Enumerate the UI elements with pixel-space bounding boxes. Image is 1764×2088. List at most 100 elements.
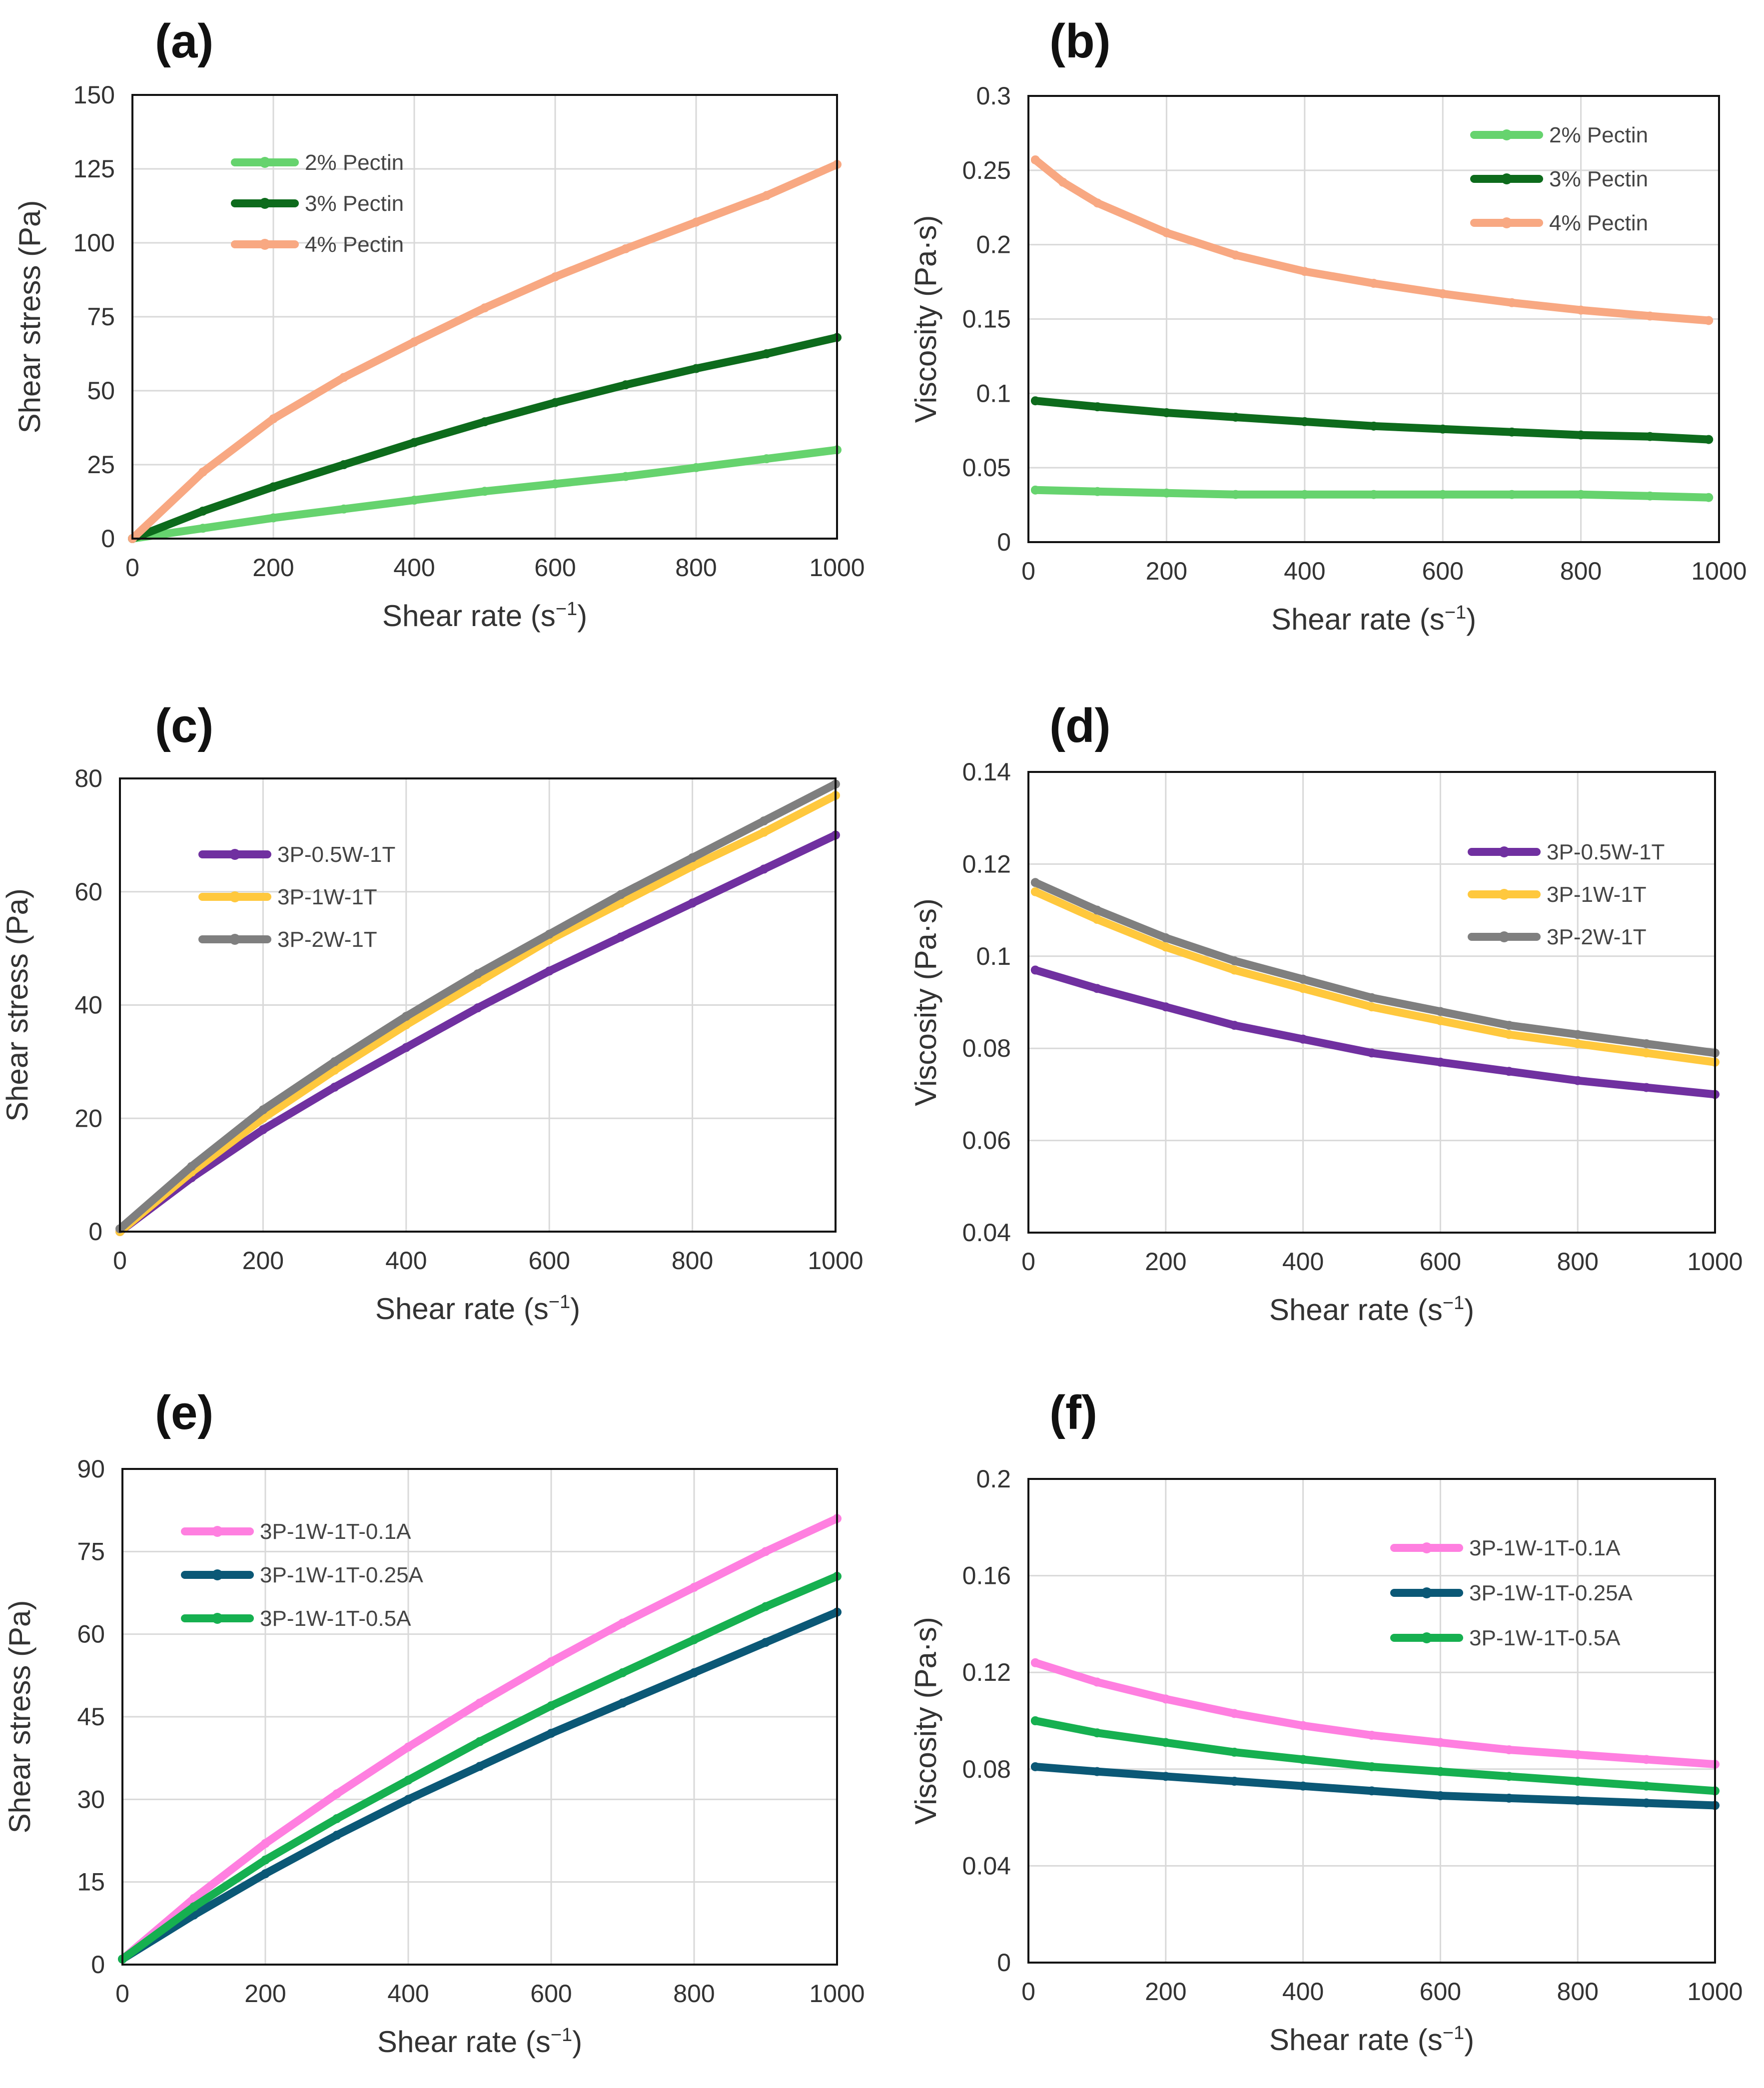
data-point: [1093, 487, 1102, 496]
y-tick-label: 0: [997, 1949, 1011, 1977]
data-point: [1230, 956, 1239, 966]
y-tick-label: 0.2: [976, 1465, 1011, 1493]
y-tick-label: 0: [88, 1218, 102, 1246]
data-point: [1576, 430, 1586, 440]
data-point: [404, 1795, 413, 1804]
legend: 2% Pectin 3% Pectin 4% Pectin: [231, 150, 404, 257]
data-point: [261, 1869, 270, 1879]
x-tick-label: 400: [1282, 1978, 1324, 2006]
y-tick-label: 0.08: [962, 1034, 1011, 1062]
legend-label: 3% Pectin: [305, 191, 404, 216]
data-point: [762, 454, 771, 464]
legend-marker: [259, 198, 270, 209]
data-point: [690, 1635, 699, 1644]
data-point: [1298, 1721, 1308, 1730]
series-line-3P-1W-1T-0.1A: [1031, 1658, 1719, 1769]
data-point: [1093, 198, 1102, 208]
chart-panel-a: (a) 0 200 400 600 800 1000 0 25 50 75 100 125 150 Shea…: [13, 14, 865, 633]
y-tick-label: 0.05: [962, 454, 1011, 482]
x-tick-label: 600: [1422, 557, 1463, 585]
data-point: [198, 467, 207, 477]
series-line-4-Pectin: [128, 160, 841, 543]
legend-label: 4% Pectin: [1549, 211, 1648, 235]
x-tick-label: 400: [387, 1980, 429, 2008]
x-tick-label: 800: [673, 1980, 715, 2008]
x-tick-label: 800: [672, 1247, 713, 1275]
panel-label: (c): [155, 699, 213, 752]
data-point: [330, 1082, 339, 1092]
data-point: [618, 1698, 627, 1708]
x-tick-label: 400: [1284, 557, 1325, 585]
x-tick-label: 600: [530, 1980, 572, 2008]
data-point: [1642, 1755, 1651, 1764]
y-tick-label: 0.04: [962, 1219, 1011, 1247]
legend-marker: [1501, 217, 1512, 228]
data-point: [1093, 402, 1102, 412]
data-point: [1642, 1781, 1651, 1791]
data-point: [261, 1839, 270, 1848]
legend-marker: [1499, 889, 1510, 900]
x-tick-label: 400: [1282, 1248, 1324, 1276]
y-tick-label: 60: [74, 878, 102, 906]
data-point: [1030, 396, 1040, 406]
data-point: [1367, 1731, 1376, 1740]
x-tick-label: 200: [244, 1980, 286, 2008]
data-point: [545, 966, 554, 976]
legend: 2% Pectin 3% Pectin 4% Pectin: [1470, 123, 1648, 235]
data-point: [692, 217, 701, 227]
legend-marker: [229, 849, 240, 860]
plot-frame: [1027, 771, 1716, 1234]
data-point: [1230, 1709, 1239, 1718]
legend: 3P-1W-1T-0.1A 3P-1W-1T-0.25A 3P-1W-1T-0.5A: [181, 1519, 424, 1631]
x-tick-label: 800: [675, 554, 717, 582]
data-point: [1573, 1750, 1583, 1759]
x-axis-title: Shear rate (s−1): [1271, 602, 1476, 636]
chart-panel-f: (f) 0 200 400 600 800 1000 0 0.04 0.08 0.12 0.16 0.2…: [909, 1386, 1743, 2057]
y-tick-label: 80: [74, 764, 102, 792]
data-point: [258, 1125, 268, 1134]
y-tick-label: 60: [77, 1620, 105, 1648]
data-point: [1162, 408, 1171, 418]
data-point: [1504, 1793, 1514, 1803]
y-axis-title: Shear stress (Pa): [13, 200, 46, 434]
data-point: [410, 496, 419, 505]
data-point: [1367, 993, 1376, 1002]
chart-panel-c: (c) 0 200 400 600 800 1000 0 20 40 60 80 Shear rate …: [0, 699, 864, 1326]
y-tick-label: 0.14: [962, 758, 1011, 786]
data-point: [330, 1057, 339, 1066]
data-point: [1092, 905, 1102, 915]
y-tick-label: 0: [91, 1951, 105, 1979]
data-point: [1573, 1076, 1583, 1085]
data-point: [1367, 1762, 1376, 1771]
legend-marker: [1501, 173, 1512, 184]
y-tick-label: 75: [87, 303, 115, 331]
legend-marker: [1499, 931, 1510, 942]
x-tick-label: 800: [1557, 1978, 1598, 2006]
data-point: [475, 1737, 484, 1746]
legend-marker: [1421, 1632, 1432, 1643]
legend: 3P-0.5W-1T 3P-1W-1T 3P-2W-1T: [198, 842, 395, 952]
y-tick-label: 150: [73, 81, 115, 109]
legend-label: 3P-0.5W-1T: [1547, 840, 1665, 864]
data-point: [1367, 1048, 1376, 1058]
data-point: [198, 506, 207, 516]
data-point: [401, 1043, 411, 1052]
data-point: [187, 1162, 196, 1171]
data-point: [473, 1003, 482, 1013]
data-point: [1436, 1738, 1445, 1747]
data-point: [1576, 305, 1586, 315]
data-point: [1573, 1039, 1583, 1048]
data-point: [198, 524, 207, 533]
x-axis-title: Shear rate (s−1): [377, 2025, 582, 2059]
data-point: [1298, 974, 1308, 984]
data-point: [1230, 965, 1239, 975]
legend-marker: [1421, 1542, 1432, 1553]
x-tick-label: 0: [1021, 1978, 1035, 2006]
x-tick-label: 0: [1021, 1248, 1035, 1276]
data-point: [547, 1729, 556, 1738]
y-tick-label: 0.12: [962, 850, 1011, 878]
y-tick-label: 75: [77, 1537, 105, 1565]
legend-label: 3P-1W-1T-0.5A: [1469, 1626, 1621, 1650]
data-point: [551, 398, 560, 407]
legend-marker: [259, 239, 270, 250]
